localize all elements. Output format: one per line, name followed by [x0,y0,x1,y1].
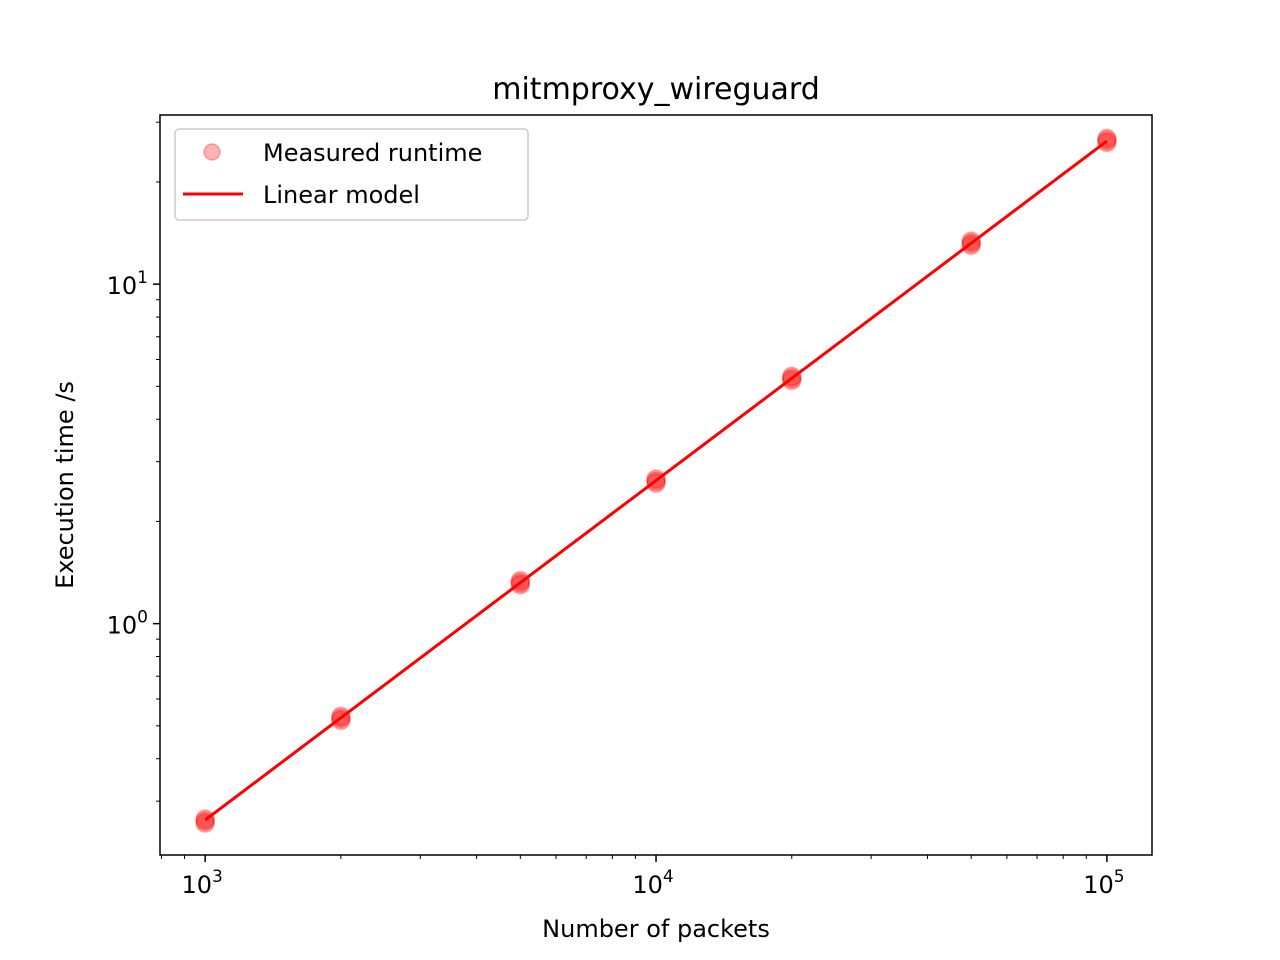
measured-runtime-point [195,813,215,833]
x-axis-label: Number of packets [542,915,770,943]
legend-marker-measured-runtime [203,143,221,161]
scatter-series [195,128,1117,833]
legend: Measured runtime Linear model [174,128,529,221]
plot-frame [159,114,1153,856]
plot-area [195,128,1117,833]
y-axis-label: Execution time /s [51,381,79,589]
x-tick-label: 104 [632,867,673,899]
x-tick-label: 105 [1083,867,1124,899]
legend-box [174,128,529,221]
legend-label-linear-model: Linear model [263,181,420,209]
y-tick-label: 100 [107,608,148,640]
linear-model-line [204,139,1108,822]
chart-title: mitmproxy_wireguard [492,72,820,107]
line-series [204,139,1108,822]
axis-ticks: 103 104 105 100 101 [107,121,1125,899]
legend-label-measured-runtime: Measured runtime [263,139,482,167]
y-tick-label: 101 [107,268,148,300]
x-tick-label: 103 [181,867,222,899]
